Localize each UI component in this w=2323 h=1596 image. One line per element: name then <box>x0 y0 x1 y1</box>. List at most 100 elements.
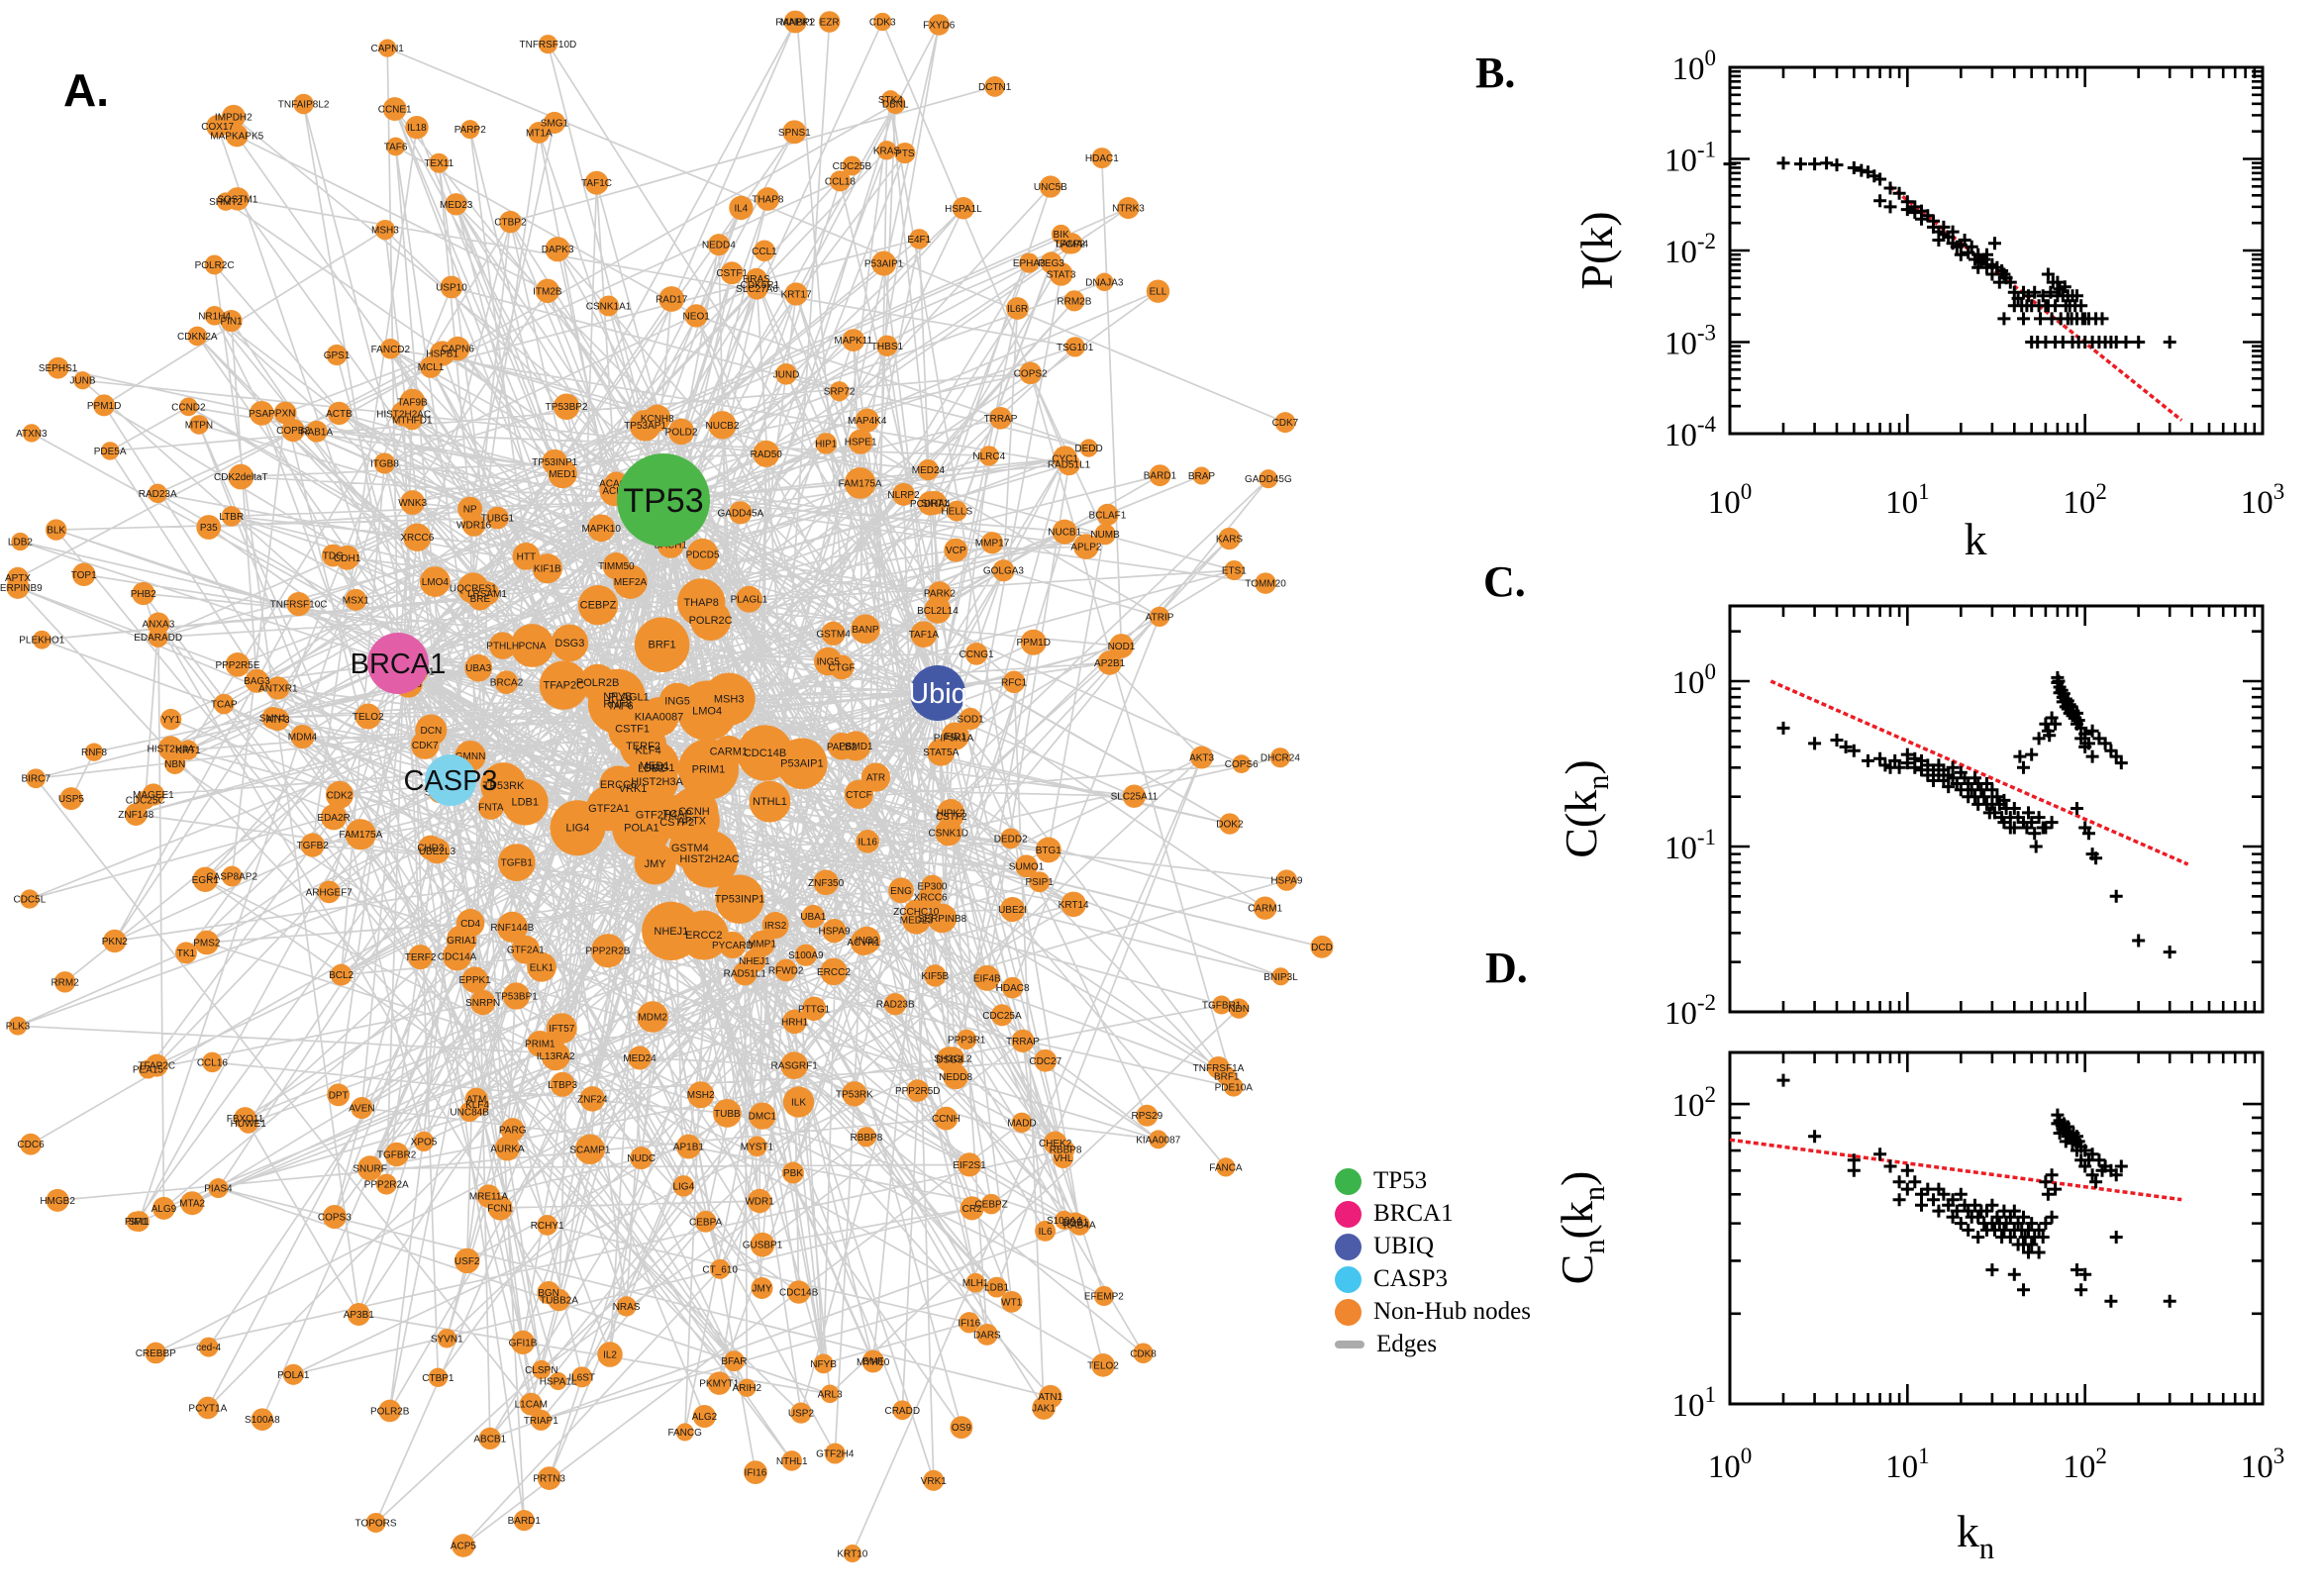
network-node-label: PLK3 <box>6 1022 31 1033</box>
legend-label: Edges <box>1376 1331 1438 1357</box>
network-node <box>824 1443 846 1464</box>
network-node <box>1122 784 1147 808</box>
network-node-label: DEDD2 <box>994 834 1028 845</box>
network-node-label: LIG4 <box>565 823 589 835</box>
network-node-label: TUBB2A <box>540 1296 578 1307</box>
network-node-label: TOP1 <box>71 570 97 581</box>
network-node-label: CSTF2 <box>936 812 967 823</box>
network-node <box>612 798 671 857</box>
network-node-label: SLC25A11 <box>1111 792 1159 803</box>
network-node-label: KIAA0087 <box>1136 1135 1180 1146</box>
network-node <box>729 501 753 525</box>
network-node-label: EDA2R <box>317 813 350 824</box>
tick-label: 101 <box>1885 479 1930 521</box>
axis-ticks <box>1728 1052 2265 1406</box>
network-node-label: GRIA1 <box>447 936 476 947</box>
network-node-label: FANCA <box>1209 1162 1243 1173</box>
network-node <box>452 1534 475 1557</box>
network-node <box>550 800 606 856</box>
network-node-label: APLP2 <box>1070 543 1102 553</box>
network-node <box>599 765 638 804</box>
network-node-label: NEDD8 <box>939 1072 972 1083</box>
network-node <box>829 381 850 402</box>
network-node <box>321 544 345 567</box>
network-node <box>876 141 897 160</box>
network-node-label: JUND <box>773 369 800 380</box>
network-node-label: ATF3 <box>266 715 290 726</box>
network-node-label: BNIP3L <box>1263 972 1298 983</box>
network-node <box>980 1193 1002 1215</box>
network-node <box>574 1134 606 1164</box>
network-node-label: MTA2 <box>179 1199 205 1210</box>
network-node-label: ELK1 <box>530 962 555 973</box>
network-node-label: RNF8 <box>603 699 632 711</box>
network-node-label: CAPN6 <box>442 345 475 355</box>
network-node-label: PLAGL1 <box>608 691 650 703</box>
plot-d: 102 101 100 101 102 103 Cn(kn) kn <box>1552 1050 2284 1565</box>
network-node <box>884 993 907 1016</box>
network-node-label: MDM2 <box>638 1013 667 1024</box>
network-node <box>7 566 29 589</box>
network-node <box>1259 469 1278 489</box>
network-node <box>347 1303 370 1327</box>
network-node <box>736 585 762 613</box>
network-node <box>194 930 220 955</box>
network-node <box>959 1312 980 1334</box>
tick-label: 102 <box>2063 1444 2107 1485</box>
network-node <box>990 1004 1013 1027</box>
network-node-label: BANP <box>852 625 879 636</box>
legend-item-ubiq: UBIQ <box>1335 1233 1531 1260</box>
hub-tp53-label: TP53 <box>623 482 703 520</box>
tick-label: 10-3 <box>1665 321 1716 362</box>
network-node <box>619 722 667 770</box>
network-node <box>667 418 695 446</box>
legend-item-non-hub-nodes: Non-Hub nodes <box>1335 1298 1531 1326</box>
network-node <box>1149 1130 1168 1149</box>
network-node-label: TIMM50 <box>598 561 635 572</box>
network-node <box>668 827 711 869</box>
tick-label: 10-2 <box>1665 229 1716 270</box>
network-node-label: TAF6 <box>384 143 408 153</box>
network-node <box>692 1405 717 1429</box>
network-node <box>410 731 440 759</box>
network-node-label: ATM <box>466 1095 486 1106</box>
network-node <box>1060 891 1086 918</box>
network-node-label: ERCC2 <box>685 930 722 942</box>
tick-label: 100 <box>1708 1444 1753 1485</box>
network-node <box>325 780 354 809</box>
network-node-label: TNFRSF1A <box>1193 1063 1245 1074</box>
network-node <box>437 1329 456 1348</box>
network-node-label: SMG1 <box>541 118 569 129</box>
network-node-label: IFT57 <box>549 1024 575 1035</box>
network-node <box>320 804 348 831</box>
network-node-label: HIST2H3A <box>147 744 194 754</box>
network-node-label: TGFB2 <box>297 841 330 851</box>
network-node <box>844 779 874 809</box>
network-node <box>634 617 690 673</box>
network-node <box>550 1071 575 1097</box>
network-node-label: SCAMP1 <box>569 1145 611 1155</box>
network-node <box>545 237 570 262</box>
network-node-label: XRCC6 <box>914 892 948 903</box>
network-node-label: TP53BP1 <box>495 991 538 1002</box>
network-node <box>403 523 432 551</box>
network-node <box>196 1396 220 1420</box>
network-node <box>675 1423 694 1442</box>
network-node-label: KIF5B <box>921 971 949 982</box>
network-node-label: PSMD1 <box>839 742 873 752</box>
network-node <box>750 1232 775 1257</box>
network-node-label: ALG2 <box>692 1412 718 1423</box>
network-node-label: EDARADD <box>134 633 182 644</box>
network-node-label: BCL2 <box>329 970 354 981</box>
network-node-label: POLR2B <box>576 677 619 689</box>
network-node <box>535 278 560 304</box>
network-node-label: IL6 <box>1039 1227 1053 1238</box>
network-node <box>861 1349 884 1372</box>
network-node-label: UBA3 <box>465 663 492 674</box>
network-node-label: MTHFD1 <box>392 415 433 426</box>
network-node-label: PIAS4 <box>204 1184 233 1195</box>
network-node-label: FCN1 <box>487 1204 514 1215</box>
network-node-label: RASGRF1 <box>771 1061 819 1072</box>
plot-frame <box>1728 1050 2265 1406</box>
network-node <box>828 732 856 760</box>
